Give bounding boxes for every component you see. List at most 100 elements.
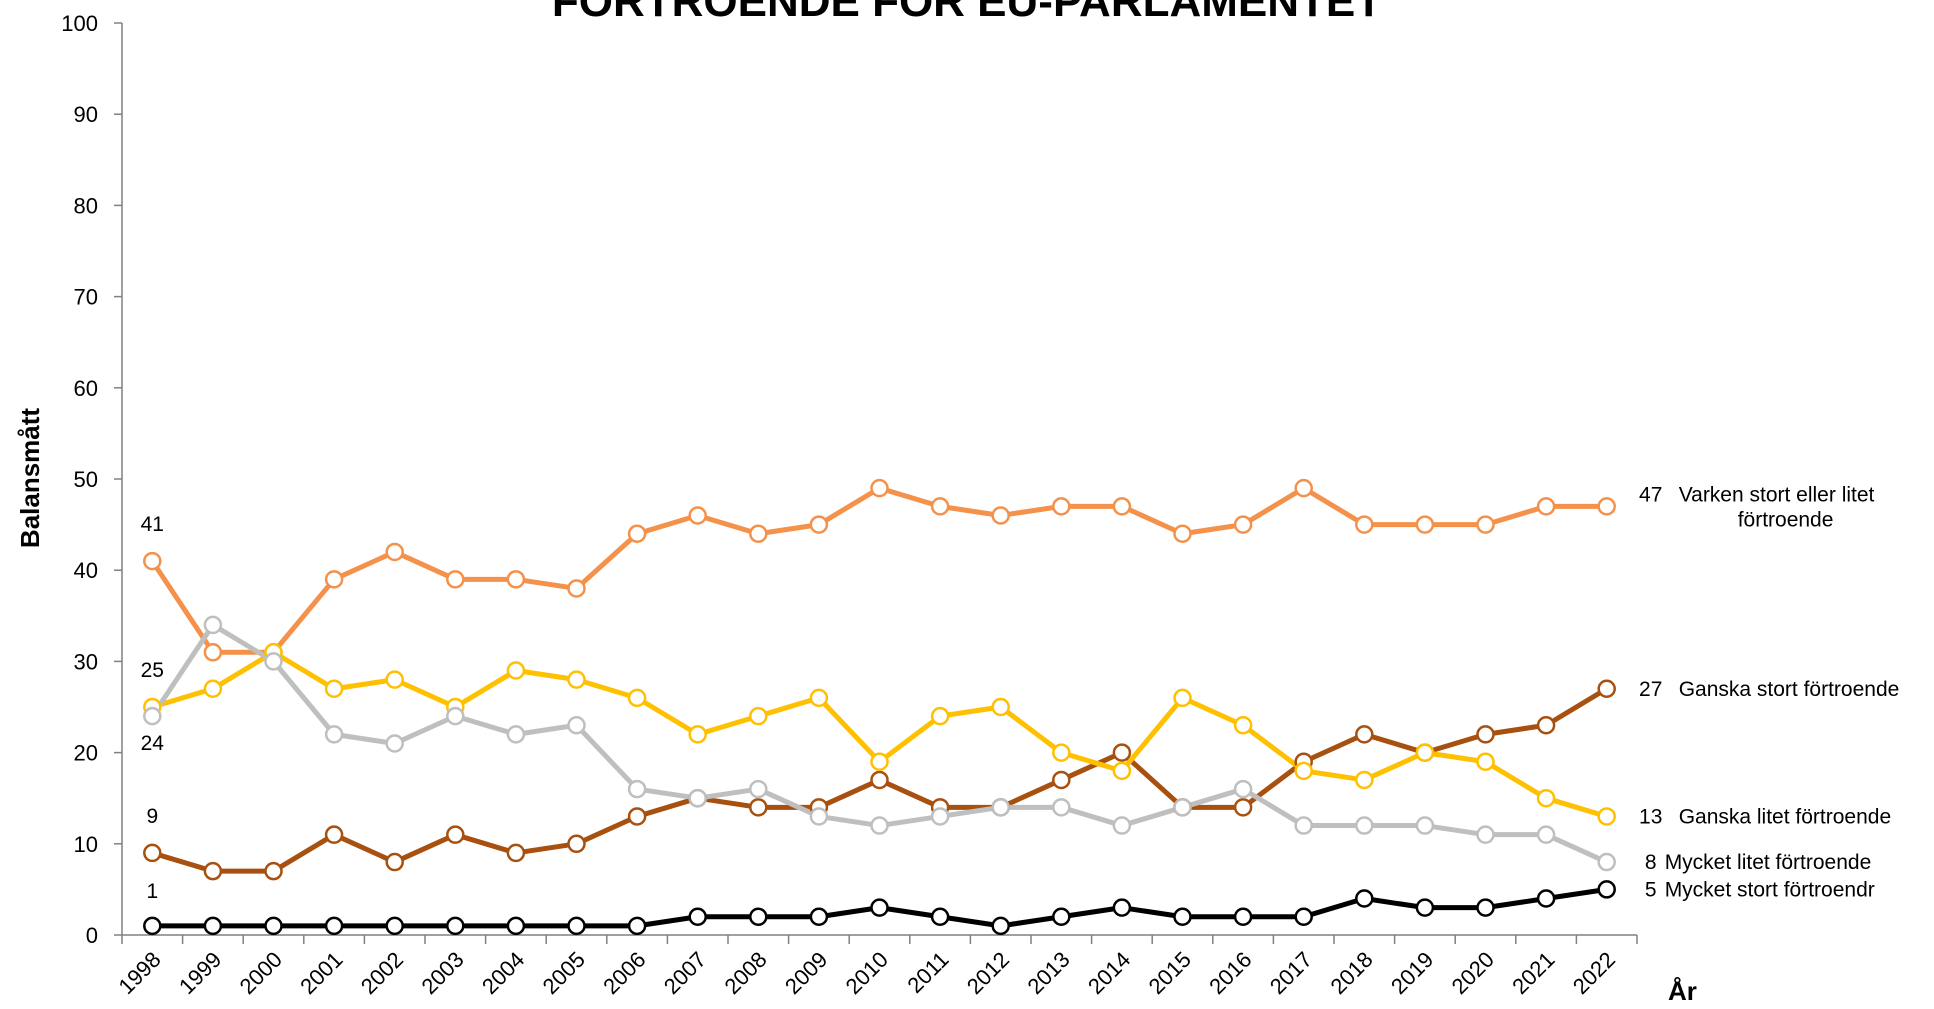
- data-point: [930, 497, 950, 516]
- data-point: [1294, 816, 1313, 835]
- data-point: [1536, 497, 1556, 516]
- x-tick-label: 2003: [416, 947, 468, 999]
- start-value-label: 1: [146, 880, 158, 903]
- x-tick-label: 2007: [659, 947, 711, 999]
- data-point: [930, 706, 950, 726]
- series-markers-4: [143, 880, 1616, 936]
- chart-title: FÖRTROENDE FÖR EU-PARLAMENTET: [552, 0, 1382, 26]
- data-point: [1052, 770, 1071, 790]
- labels-layer: 41 9 25 24 1 47 Varken stort eller litetförtro…: [141, 483, 1900, 903]
- start-value-label: 25: [141, 659, 164, 682]
- data-point: [991, 506, 1010, 525]
- data-point: [567, 834, 586, 854]
- data-point: [688, 907, 707, 927]
- data-point: [1415, 816, 1435, 835]
- data-point: [1476, 725, 1495, 744]
- x-tick-label: 2002: [356, 947, 408, 999]
- x-tick-label: 2019: [1386, 947, 1438, 999]
- data-point: [809, 907, 829, 927]
- data-point: [749, 706, 768, 726]
- data-point: [1536, 825, 1556, 844]
- data-point: [1597, 679, 1616, 699]
- y-axis-title: Balansmått: [15, 408, 45, 548]
- data-point: [1112, 761, 1132, 781]
- data-point: [749, 524, 768, 543]
- series-name-label: Ganska litet förtroende: [1679, 805, 1891, 828]
- data-point: [930, 807, 950, 826]
- data-point: [1536, 889, 1556, 908]
- data-point: [627, 688, 647, 708]
- data-point: [1173, 688, 1192, 708]
- data-point: [870, 770, 889, 790]
- series-name-label: förtroende: [1738, 508, 1834, 531]
- data-point: [627, 524, 647, 543]
- series-name-label: Ganska stort förtroende: [1679, 678, 1900, 701]
- data-point: [627, 916, 647, 936]
- end-value-label: 8: [1645, 851, 1657, 874]
- x-tick-label: 2022: [1568, 947, 1620, 999]
- data-point: [688, 725, 707, 744]
- data-point: [567, 715, 586, 735]
- data-point: [203, 916, 223, 936]
- data-point: [567, 579, 586, 598]
- x-tick-label: 2018: [1325, 947, 1377, 999]
- x-tick-label: 1999: [174, 947, 226, 999]
- series-line: [150, 485, 1607, 655]
- data-point: [203, 861, 223, 881]
- x-tick-label: 2000: [235, 947, 287, 999]
- y-tick-label: 0: [86, 923, 98, 948]
- x-tick-label: 2016: [1204, 947, 1256, 999]
- y-tick-label: 20: [74, 741, 98, 766]
- data-point: [264, 916, 283, 936]
- data-point: [1112, 898, 1132, 917]
- data-point: [1052, 743, 1071, 762]
- y-tick-label: 70: [74, 285, 98, 310]
- x-tick-label: 2004: [477, 947, 529, 999]
- data-point: [1536, 715, 1556, 735]
- data-point: [1233, 798, 1253, 817]
- x-axis-title: År: [1668, 976, 1697, 1006]
- y-tick-label: 50: [74, 467, 98, 492]
- data-point: [688, 788, 707, 808]
- data-point: [1112, 497, 1132, 516]
- data-point: [264, 861, 283, 881]
- data-point: [1052, 497, 1071, 516]
- data-point: [506, 661, 526, 680]
- data-point: [930, 907, 950, 927]
- data-point: [688, 506, 707, 525]
- x-tick-label: 1998: [113, 947, 165, 999]
- data-point: [809, 515, 829, 534]
- data-point: [1294, 478, 1313, 498]
- data-point: [506, 916, 526, 936]
- data-point: [446, 570, 465, 589]
- y-tick-label: 100: [61, 11, 98, 36]
- data-point: [870, 816, 889, 835]
- data-point: [385, 734, 404, 753]
- x-tick-label: 2021: [1507, 947, 1559, 999]
- series-markers-2: [143, 643, 1616, 826]
- start-value-label: 9: [146, 805, 158, 828]
- x-tick-label: 2015: [1144, 947, 1196, 999]
- data-point: [749, 798, 768, 817]
- y-tick-label: 80: [74, 193, 98, 218]
- data-point: [1233, 779, 1253, 799]
- data-point: [627, 779, 647, 799]
- series-line: [151, 649, 1608, 819]
- data-point: [1233, 715, 1253, 735]
- data-point: [446, 825, 465, 844]
- data-point: [567, 670, 586, 689]
- data-point: [809, 807, 829, 826]
- data-point: [1173, 524, 1192, 543]
- data-point: [385, 542, 404, 562]
- data-point: [143, 551, 162, 571]
- data-point: [506, 725, 526, 744]
- data-point: [870, 898, 889, 917]
- end-value-label: 13: [1639, 805, 1662, 828]
- data-point: [1355, 770, 1374, 790]
- data-point: [1233, 907, 1253, 927]
- data-point: [203, 615, 223, 635]
- end-value-label: 47: [1639, 483, 1662, 506]
- data-point: [264, 652, 283, 671]
- data-point: [324, 570, 344, 589]
